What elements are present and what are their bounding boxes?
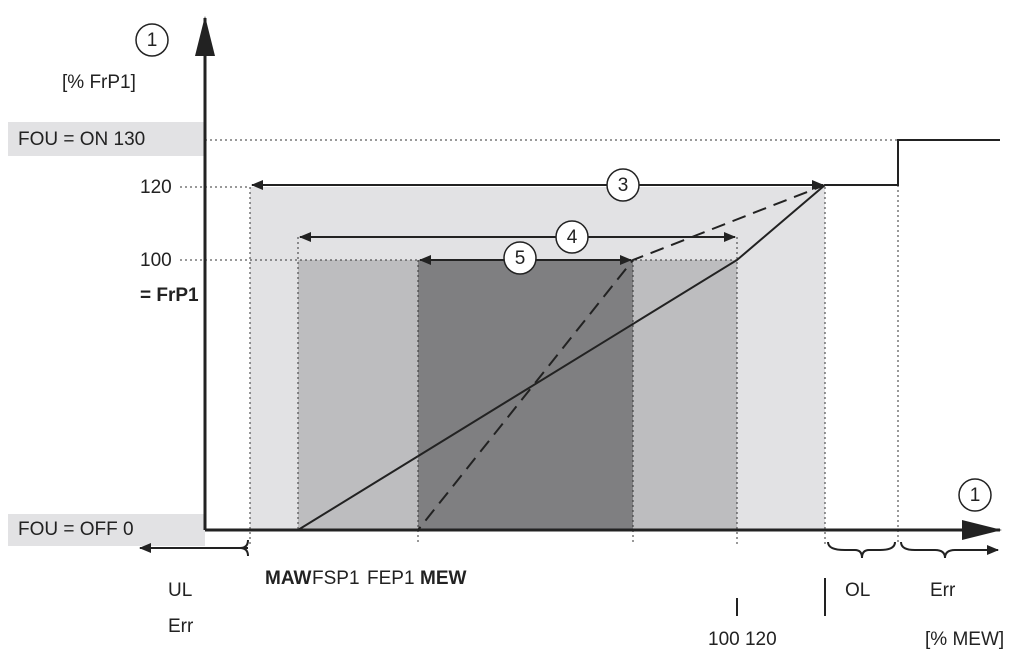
ul-label: UL <box>168 580 192 601</box>
y-label: 120 <box>140 177 172 198</box>
pct-label: 100 120 <box>708 629 777 650</box>
ol-label: OL <box>845 580 870 601</box>
x-marker: 1 <box>970 485 981 506</box>
maw-label: MAW <box>265 568 312 589</box>
err-left-label: Err <box>168 616 194 637</box>
range-marker: 5 <box>515 248 526 269</box>
mew-label: MEW <box>420 568 467 589</box>
range-marker: 3 <box>618 175 629 196</box>
fep1-label: FEP1 <box>367 568 415 589</box>
frp1-label: = FrP1 <box>140 285 199 306</box>
range-marker: 4 <box>567 227 578 248</box>
y-label: 100 <box>140 250 172 271</box>
off-label: FOU = OFF 0 <box>18 519 134 540</box>
marker-circles <box>135 23 992 512</box>
braces <box>139 539 999 616</box>
dashed-curve <box>298 184 826 531</box>
on-label: FOU = ON 130 <box>18 129 145 150</box>
y-unit: [% FrP1] <box>62 72 136 93</box>
fsp1-label: FSP1 <box>312 568 360 589</box>
err-right-label: Err <box>930 580 956 601</box>
on-box <box>8 122 205 156</box>
guides <box>180 139 899 545</box>
y-marker: 1 <box>147 30 158 51</box>
off-box <box>8 514 205 546</box>
x-unit: [% MEW] <box>925 629 1004 650</box>
